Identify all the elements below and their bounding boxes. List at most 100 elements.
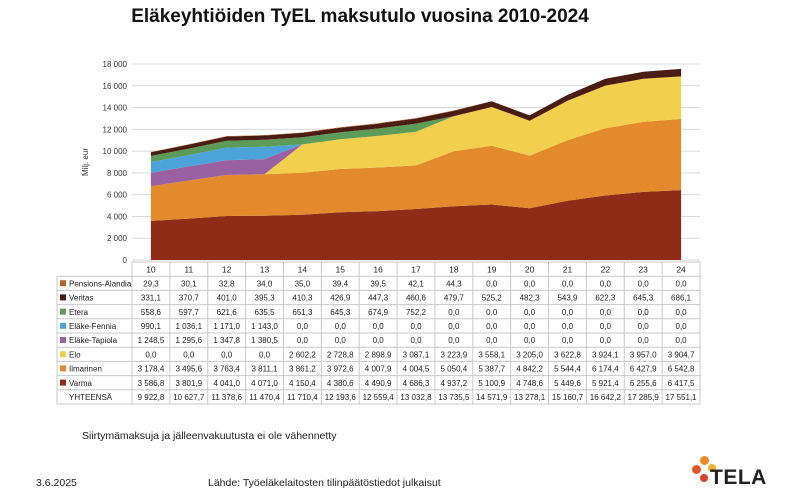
y-tick-label: 18 000	[103, 60, 128, 69]
data-label: 4 071,0	[251, 379, 278, 388]
data-label: 0,0	[600, 279, 612, 288]
data-label: 990,1	[141, 322, 162, 331]
data-label: 651,3	[292, 308, 313, 317]
data-label: 0,0	[524, 322, 536, 331]
legend-label: Ilmarinen	[69, 365, 102, 374]
data-label: 3 763,4	[213, 365, 240, 374]
data-label: 0,0	[448, 336, 460, 345]
logo-dot-icon	[692, 465, 701, 474]
total-value: 10 627,7	[173, 393, 205, 402]
total-value: 11 710,4	[287, 393, 318, 402]
data-label: 410,3	[292, 294, 313, 303]
data-label: 32,8	[219, 279, 235, 288]
data-label: 42,1	[408, 279, 424, 288]
data-label: 1 143,0	[251, 322, 278, 331]
total-value: 16 642,2	[590, 393, 622, 402]
y-tick-label: 12 000	[103, 125, 128, 134]
data-label: 0,0	[410, 336, 422, 345]
y-tick-label: 4 000	[107, 212, 128, 221]
total-label: YHTEENSÄ	[69, 393, 113, 402]
total-value: 9 922,8	[138, 393, 165, 402]
data-label: 6 427,9	[630, 365, 657, 374]
data-label: 0,0	[486, 336, 498, 345]
x-tick-label: 12	[222, 265, 232, 275]
data-label: 3 904,7	[668, 350, 695, 359]
data-label: 0,0	[524, 336, 536, 345]
data-label: 1 248,5	[138, 336, 165, 345]
total-value: 11 378,6	[211, 393, 242, 402]
data-label: 3 811,1	[251, 365, 278, 374]
logo-text: TELA	[710, 466, 767, 489]
data-label: 5 387,7	[478, 365, 505, 374]
data-label: 686,1	[671, 294, 692, 303]
data-label: 0,0	[297, 322, 309, 331]
data-label: 39,4	[332, 279, 348, 288]
data-label: 401,0	[217, 294, 238, 303]
logo-dot-icon	[700, 474, 708, 482]
data-label: 1 036,1	[175, 322, 202, 331]
y-tick-label: 6 000	[107, 191, 128, 200]
data-label: 0,0	[410, 322, 422, 331]
x-tick-label: 20	[525, 265, 535, 275]
data-label: 0,0	[600, 336, 612, 345]
data-label: 4 004,5	[403, 365, 430, 374]
data-label: 752,2	[406, 308, 427, 317]
data-label: 0,0	[562, 308, 574, 317]
data-label: 4 380,6	[327, 379, 354, 388]
x-tick-label: 15	[336, 265, 346, 275]
data-label: 2 602,2	[289, 350, 316, 359]
logo-dot-icon	[700, 456, 709, 465]
x-tick-label: 22	[601, 265, 611, 275]
data-label: 0,0	[638, 308, 650, 317]
total-value: 12 559,4	[363, 393, 395, 402]
data-label: 0,0	[676, 279, 688, 288]
data-label: 370,7	[179, 294, 200, 303]
legend-swatch	[60, 379, 66, 386]
data-label: 645,3	[633, 294, 654, 303]
data-label: 0,0	[183, 350, 195, 359]
chart-title: Eläkeyhtiöiden TyEL maksutulo vuosina 20…	[131, 6, 589, 27]
x-tick-label: 24	[676, 265, 686, 275]
data-label: 0,0	[562, 336, 574, 345]
data-label: 0,0	[600, 308, 612, 317]
y-tick-label: 0	[123, 256, 128, 265]
data-label: 674,9	[368, 308, 389, 317]
x-tick-label: 13	[260, 265, 270, 275]
data-label: 3 586,8	[138, 379, 165, 388]
logo-dot-icon	[708, 464, 716, 472]
data-label: 0,0	[259, 350, 271, 359]
data-label: 0,0	[373, 322, 385, 331]
data-label: 4 007,9	[365, 365, 392, 374]
data-label: 4 150,4	[289, 379, 316, 388]
data-label: 331,1	[141, 294, 162, 303]
data-label: 0,0	[638, 336, 650, 345]
data-label: 622,3	[595, 294, 616, 303]
data-label: 558,6	[141, 308, 162, 317]
publication-date: 3.6.2025	[36, 477, 77, 489]
data-label: 4 748,6	[516, 379, 543, 388]
data-label: 2 728,8	[327, 350, 354, 359]
area-varma	[150, 190, 682, 260]
data-label: 6 417,5	[668, 379, 695, 388]
legend-label: Elo	[69, 350, 81, 359]
data-label: 4 937,2	[441, 379, 468, 388]
total-value: 15 160,7	[552, 393, 584, 402]
data-label: 4 041,0	[213, 379, 240, 388]
stacked-area-chart: 0 2 000 4 000 6 000 8 000 10 000 12 000 14 000 1…	[56, 60, 701, 405]
data-label: 0,0	[676, 308, 688, 317]
area-ilmarinen	[150, 118, 682, 221]
data-label: 5 544,4	[554, 365, 581, 374]
legend-swatch	[60, 294, 66, 301]
x-tick-label: 16	[373, 265, 383, 275]
data-label: 2 898,9	[365, 350, 392, 359]
data-label: 0,0	[486, 308, 498, 317]
data-label: 0,0	[638, 279, 650, 288]
legend-swatch	[60, 280, 66, 287]
total-value: 11 470,4	[249, 393, 280, 402]
data-label: 5 050,4	[441, 365, 468, 374]
data-label: 3 223,9	[441, 350, 468, 359]
data-label: 39,5	[370, 279, 386, 288]
total-value: 14 571,9	[476, 393, 508, 402]
data-label: 0,0	[297, 336, 309, 345]
data-label: 0,0	[448, 308, 460, 317]
